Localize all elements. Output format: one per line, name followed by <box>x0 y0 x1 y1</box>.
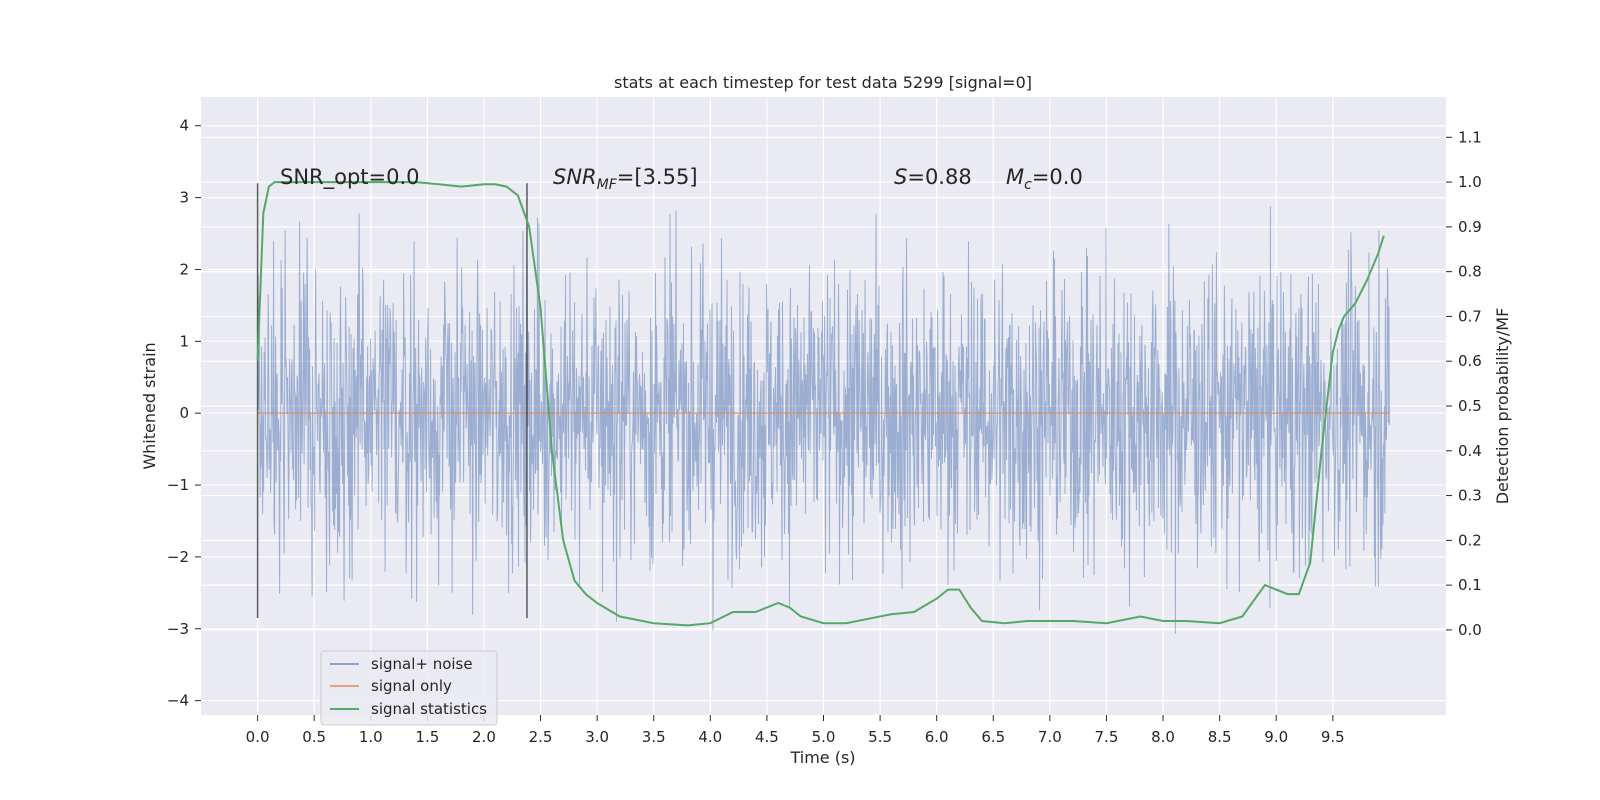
y2-tick-label: 0.7 <box>1458 307 1482 325</box>
x-tick-label: 3.5 <box>642 728 666 746</box>
x-tick-label: 2.0 <box>472 728 496 746</box>
x-tick-label: 7.5 <box>1095 728 1119 746</box>
y2-axis-ticks: 1.1 1.0 0.9 0.8 0.7 0.6 0.5 0.4 0.3 0.2 0.1 0.0 <box>1446 128 1482 639</box>
y-tick-label: 3 <box>179 189 189 207</box>
y2-tick-label: 0.2 <box>1458 531 1482 549</box>
x-tick-label: 0.5 <box>302 728 326 746</box>
x-axis-ticks: 0.0 0.5 1.0 1.5 2.0 2.5 3.0 3.5 4.0 4.5 5.0 5.5 6.0 6… <box>246 715 1345 746</box>
x-tick-label: 0.0 <box>246 728 270 746</box>
y2-tick-label: 0.6 <box>1458 352 1482 370</box>
y-tick-label: 4 <box>179 117 189 135</box>
y2-tick-label: 0.1 <box>1458 576 1482 594</box>
annotation-snr-opt: SNR_opt=0.0 <box>280 165 420 190</box>
annotation-mc: Mc=0.0 <box>1006 165 1083 193</box>
y-axis-ticks: 4 3 2 1 0 −1 −2 −3 −4 <box>167 117 201 710</box>
x-tick-label: 2.5 <box>529 728 553 746</box>
x-axis-label: Time (s) <box>789 748 855 767</box>
x-tick-label: 8.0 <box>1151 728 1175 746</box>
x-tick-label: 4.0 <box>698 728 722 746</box>
x-tick-label: 7.0 <box>1038 728 1062 746</box>
y2-tick-label: 0.5 <box>1458 397 1482 415</box>
vertical-markers <box>256 183 528 618</box>
y-tick-label: −2 <box>167 548 189 566</box>
x-tick-label: 6.5 <box>981 728 1005 746</box>
y-tick-label: 2 <box>179 260 189 278</box>
legend-box <box>320 650 498 726</box>
x-tick-label: 6.0 <box>925 728 949 746</box>
x-tick-label: 1.0 <box>359 728 383 746</box>
annotation-snr-mf: SNRMF=[3.55] <box>553 165 698 193</box>
y-tick-label: 0 <box>179 404 189 422</box>
y2-tick-label: 0.3 <box>1458 487 1482 505</box>
y2-axis-label: Detection probability/MF <box>1493 308 1512 505</box>
signal-plus-noise-series <box>257 206 1390 634</box>
x-tick-label: 4.5 <box>755 728 779 746</box>
legend-label-signal-statistics: signal statistics <box>371 700 487 718</box>
x-tick-label: 3.0 <box>585 728 609 746</box>
x-tick-label: 9.5 <box>1321 728 1345 746</box>
chart-title: stats at each timestep for test data 529… <box>614 73 1032 92</box>
x-tick-label: 1.5 <box>415 728 439 746</box>
y2-tick-label: 0.9 <box>1458 218 1482 236</box>
y-tick-label: −3 <box>167 620 189 638</box>
y-axis-label: Whitened strain <box>140 342 159 469</box>
signal-statistics-series <box>256 181 1385 627</box>
signal-statistics-line <box>256 181 1385 627</box>
x-tick-label: 5.5 <box>868 728 892 746</box>
annotation-s: S=0.88 <box>894 165 972 189</box>
y2-tick-label: 0.8 <box>1458 263 1482 281</box>
x-tick-label: 9.0 <box>1264 728 1288 746</box>
y-tick-label: −4 <box>167 692 189 710</box>
legend: signal+ noise signal only signal statist… <box>320 650 498 726</box>
y2-tick-label: 1.1 <box>1458 128 1482 146</box>
x-tick-label: 5.0 <box>812 728 836 746</box>
y2-tick-label: 0.0 <box>1458 621 1482 639</box>
legend-label-signal-only: signal only <box>371 677 452 695</box>
legend-label-signal-noise: signal+ noise <box>371 655 473 673</box>
x-tick-label: 8.5 <box>1208 728 1232 746</box>
signal-plus-noise-line <box>257 206 1390 634</box>
y2-tick-label: 1.0 <box>1458 173 1482 191</box>
y-tick-label: 1 <box>179 332 189 350</box>
y2-tick-label: 0.4 <box>1458 442 1482 460</box>
y-tick-label: −1 <box>167 476 189 494</box>
